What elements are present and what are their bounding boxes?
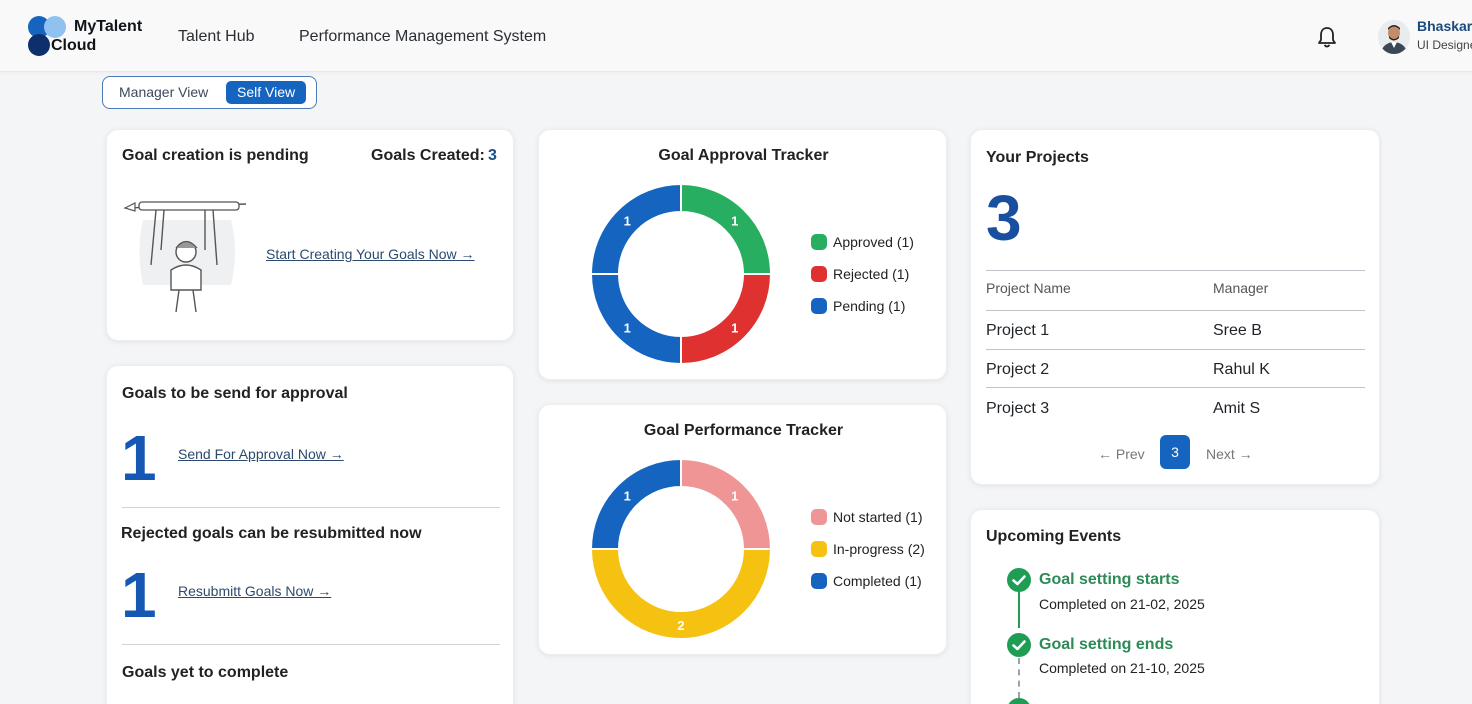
donut-segment (680, 182, 773, 275)
project-manager-cell: Amit S (1213, 400, 1261, 417)
donut-segment-label: 1 (731, 488, 738, 503)
event-title: Goal setting starts (1039, 571, 1180, 588)
row-divider (986, 387, 1365, 388)
nav-performance-management[interactable]: Performance Management System (299, 28, 547, 45)
legend-rejected-label: Rejected (1) (833, 266, 910, 282)
donut-segment-label: 2 (677, 618, 684, 633)
legend-swatch-rejected (811, 266, 827, 283)
donut-segment (589, 182, 682, 275)
legend-swatch-approved (811, 234, 827, 251)
legend-pending: Pending (1) (811, 298, 906, 315)
column-header-manager: Manager (1213, 280, 1269, 296)
goal-creation-title: Goal creation is pending (122, 147, 309, 164)
resubmit-goals-link[interactable]: Resubmitt Goals Now → (178, 583, 332, 599)
self-view-tab[interactable]: Self View (226, 81, 307, 104)
goals-created-count: 3 (488, 147, 497, 164)
event-status: Completed on 21-02, 2025 (1039, 596, 1205, 612)
donut-segment (680, 273, 773, 366)
goals-to-send-title: Goals to be send for approval (122, 385, 348, 402)
check-circle-icon (1007, 568, 1031, 592)
projects-count: 3 (986, 182, 1022, 254)
bell-icon[interactable] (1316, 25, 1338, 49)
your-projects-card: Your Projects 3 Project Name Manager Pro… (970, 129, 1380, 485)
legend-in-progress: In-progress (2) (811, 541, 925, 558)
project-manager-cell: Sree B (1213, 322, 1262, 339)
next-page-button[interactable]: Next → (1206, 446, 1253, 462)
donut-segment-label: 1 (624, 488, 631, 503)
view-toggle: Manager View Self View (102, 76, 317, 109)
current-page-button[interactable]: 3 (1160, 435, 1190, 469)
projects-title: Your Projects (986, 149, 1089, 166)
goal-performance-tracker-card: Goal Performance Tracker 1 2 1 Not started… (538, 404, 947, 655)
project-name-cell: Project 2 (986, 361, 1050, 378)
events-title: Upcoming Events (986, 528, 1122, 545)
legend-not-started: Not started (1) (811, 509, 923, 526)
performance-donut-chart: 1 2 1 (589, 457, 773, 640)
donut-segment (589, 548, 773, 640)
legend-in-progress-label: In-progress (2) (833, 541, 925, 557)
approval-chart-title: Goal Approval Tracker (658, 147, 829, 164)
user-name: Bhaskar (1417, 18, 1472, 34)
logo-text-line2: Cloud (51, 37, 97, 54)
nav-talent-hub[interactable]: Talent Hub (178, 28, 255, 45)
legend-swatch-in-progress (811, 541, 827, 558)
goal-illustration (123, 201, 247, 313)
send-for-approval-link[interactable]: Send For Approval Now → (178, 446, 344, 462)
logo-text-line1: MyTalent (74, 18, 143, 35)
timeline-line (1018, 592, 1020, 628)
top-header: MyTalent Cloud Talent Hub Performance Ma… (0, 0, 1472, 72)
donut-segment (680, 457, 773, 550)
check-circle-icon (1007, 698, 1031, 704)
upcoming-events-card: Upcoming Events Goal setting starts Comp… (970, 509, 1380, 704)
donut-segment-label: 1 (731, 321, 738, 336)
row-divider (986, 349, 1365, 350)
start-creating-goals-link[interactable]: Start Creating Your Goals Now → (266, 246, 475, 262)
legend-rejected: Rejected (1) (811, 266, 910, 283)
goals-to-send-count: 1 (121, 422, 157, 494)
legend-swatch-completed (811, 573, 827, 590)
user-avatar[interactable] (1378, 20, 1410, 54)
table-top-divider (986, 270, 1365, 271)
project-manager-cell: Rahul K (1213, 361, 1270, 378)
rejected-goals-count: 1 (121, 559, 157, 631)
column-header-project-name: Project Name (986, 280, 1071, 296)
legend-completed: Completed (1) (811, 573, 922, 590)
legend-swatch-not-started (811, 509, 827, 526)
legend-approved: Approved (1) (811, 234, 914, 251)
section-divider (122, 644, 500, 645)
legend-completed-label: Completed (1) (833, 573, 922, 589)
table-header-divider (986, 310, 1365, 311)
legend-swatch-pending (811, 298, 827, 315)
manager-view-tab[interactable]: Manager View (119, 84, 209, 100)
check-circle-icon (1007, 633, 1031, 657)
performance-chart-title: Goal Performance Tracker (643, 422, 844, 439)
timeline-line-dashed (1018, 658, 1020, 698)
goals-yet-to-complete-title: Goals yet to complete (122, 664, 289, 681)
legend-approved-label: Approved (1) (833, 234, 914, 250)
event-status: Completed on 21-10, 2025 (1039, 660, 1205, 676)
project-name-cell: Project 3 (986, 400, 1050, 417)
goals-created-label: Goals Created: (371, 147, 485, 164)
donut-segment-label: 1 (624, 321, 631, 336)
goal-creation-card: Goal creation is pending Goals Created: … (106, 129, 514, 341)
donut-segment-label: 1 (624, 213, 631, 228)
rejected-goals-title: Rejected goals can be resubmitted now (121, 525, 422, 542)
logo-circle-navy (28, 34, 50, 56)
event-title: Goal setting ends (1039, 636, 1174, 653)
approval-donut-chart: 1 1 1 1 (589, 182, 773, 366)
legend-pending-label: Pending (1) (833, 298, 906, 314)
donut-segment (589, 273, 682, 366)
donut-segment (589, 457, 682, 550)
section-divider (122, 507, 500, 508)
user-role: UI Designer (1417, 38, 1472, 52)
donut-segment-label: 1 (731, 213, 738, 228)
project-name-cell: Project 1 (986, 322, 1050, 339)
logo-circle-light-blue (44, 16, 66, 38)
legend-not-started-label: Not started (1) (833, 509, 923, 525)
app-logo[interactable]: MyTalent Cloud (26, 16, 156, 58)
goals-approval-card: Goals to be send for approval 1 Send For… (106, 365, 514, 704)
prev-page-button[interactable]: ← Prev (1098, 446, 1145, 462)
